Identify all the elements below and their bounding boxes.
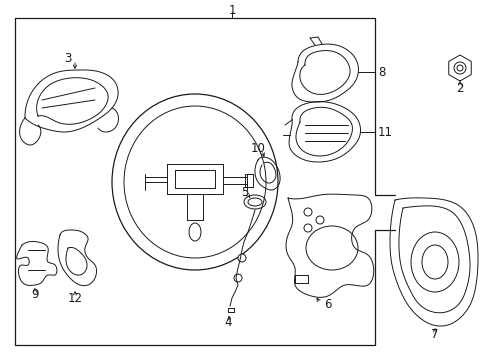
Text: 4: 4 bbox=[224, 315, 231, 328]
Text: 6: 6 bbox=[324, 298, 331, 311]
Text: 2: 2 bbox=[455, 81, 463, 94]
Text: 12: 12 bbox=[67, 292, 82, 305]
Text: 7: 7 bbox=[430, 328, 438, 342]
Text: 3: 3 bbox=[64, 51, 72, 64]
Text: 11: 11 bbox=[377, 126, 392, 139]
Text: 9: 9 bbox=[31, 288, 39, 302]
Text: 1: 1 bbox=[228, 4, 235, 17]
Circle shape bbox=[234, 274, 242, 282]
Text: 5: 5 bbox=[241, 186, 248, 199]
Text: 8: 8 bbox=[377, 66, 385, 78]
Circle shape bbox=[238, 254, 245, 262]
Text: 10: 10 bbox=[250, 141, 265, 154]
